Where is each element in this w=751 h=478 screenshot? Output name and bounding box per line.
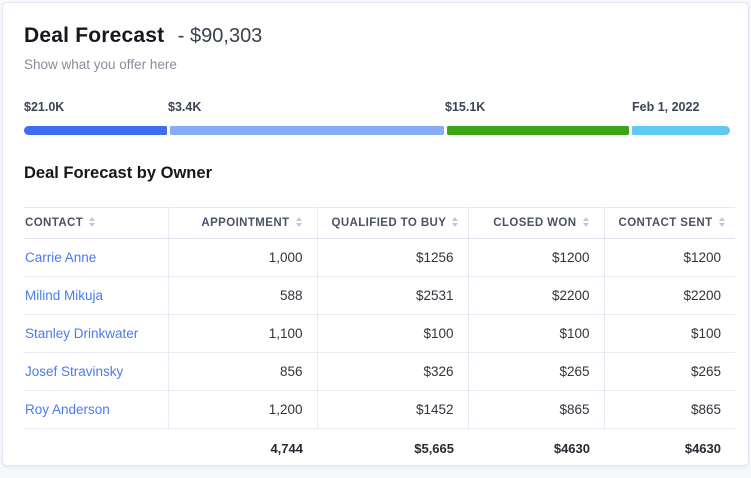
qualified-cell: $1256 [317,238,469,277]
bar-label-3: Feb 1, 2022 [632,100,700,114]
deal-forecast-card: Deal Forecast - $90,303 Show what you of… [2,2,749,466]
bar-segment-2[interactable] [446,126,630,135]
page-title: Deal Forecast [24,24,165,47]
bar-segment-3[interactable] [632,126,730,135]
totals-appointment: 4,744 [270,441,303,456]
table-row: Roy Anderson 1,200 $1452 $865 $865 [24,390,735,429]
card-subtitle: Show what you offer here [24,57,177,72]
table-title: Deal Forecast by Owner [24,164,212,182]
column-header-appointment[interactable]: APPOINTMENT [168,207,318,239]
appointment-cell: 1,000 [168,238,318,277]
sort-icon[interactable] [719,217,726,227]
forecast-bar-section: $21.0K $3.4K $15.1K Feb 1, 2022 [24,100,730,135]
column-header-contact-sent[interactable]: CONTACT SENT [604,207,735,239]
contact-cell: Milind Mikuja [24,276,169,315]
bar-label-2: $15.1K [445,100,486,114]
sort-icon[interactable] [89,217,96,227]
contact-link[interactable]: Josef Stravinsky [25,364,124,379]
contact-sent-cell: $100 [604,314,735,353]
qualified-cell: $1452 [317,390,469,429]
appointment-cell: 588 [168,276,318,315]
closed-won-cell: $865 [468,390,605,429]
closed-won-cell: $265 [468,352,605,391]
closed-won-cell: $2200 [468,276,605,315]
table-row: Josef Stravinsky 856 $326 $265 $265 [24,352,735,391]
appointment-cell: 1,200 [168,390,318,429]
bar-label-0: $21.0K [24,100,65,114]
card-header: Deal Forecast - $90,303 [24,23,734,51]
table-row: Carrie Anne 1,000 $1256 $1200 $1200 [24,238,735,277]
contact-sent-cell: $2200 [604,276,735,315]
bar-segment-1[interactable] [169,126,444,135]
sort-icon[interactable] [296,217,303,227]
table-header-row: CONTACT APPOINTMENT QUALIFIED TO BUY CLO… [24,207,735,239]
sort-icon[interactable] [583,217,590,227]
contact-link[interactable]: Carrie Anne [25,250,97,265]
column-header-closed-won[interactable]: CLOSED WON [468,207,605,239]
contact-cell: Stanley Drinkwater [24,314,169,353]
totals-row: 4,744 $5,665 $4630 $4630 [24,429,735,466]
contact-cell: Josef Stravinsky [24,352,169,391]
contact-sent-cell: $865 [604,390,735,429]
bar-segment-0[interactable] [24,126,167,135]
totals-empty-cell [24,429,168,466]
closed-won-cell: $100 [468,314,605,353]
closed-won-cell: $1200 [468,238,605,277]
totals-closed-won: $4630 [553,441,590,456]
qualified-cell: $100 [317,314,469,353]
forecast-bar-labels: $21.0K $3.4K $15.1K Feb 1, 2022 [24,100,730,115]
qualified-cell: $326 [317,352,469,391]
column-header-contact[interactable]: CONTACT [24,207,169,239]
contact-sent-cell: $1200 [604,238,735,277]
totals-contact-sent: $4630 [684,441,721,456]
deal-forecast-table: CONTACT APPOINTMENT QUALIFIED TO BUY CLO… [24,207,735,466]
appointment-cell: 1,100 [168,314,318,353]
contact-cell: Roy Anderson [24,390,169,429]
qualified-cell: $2531 [317,276,469,315]
contact-link[interactable]: Roy Anderson [25,402,110,417]
contact-link[interactable]: Stanley Drinkwater [25,326,139,341]
totals-qualified: $5,665 [414,441,454,456]
contact-link[interactable]: Milind Mikuja [25,288,104,303]
contact-cell: Carrie Anne [24,238,169,277]
bar-label-1: $3.4K [168,100,202,114]
forecast-total-amount: - $90,303 [177,25,263,47]
contact-sent-cell: $265 [604,352,735,391]
table-row: Stanley Drinkwater 1,100 $100 $100 $100 [24,314,735,353]
column-header-qualified-to-buy[interactable]: QUALIFIED TO BUY [317,207,469,239]
table-row: Milind Mikuja 588 $2531 $2200 $2200 [24,276,735,315]
appointment-cell: 856 [168,352,318,391]
forecast-progress-bar [24,126,730,135]
sort-icon[interactable] [452,217,459,227]
